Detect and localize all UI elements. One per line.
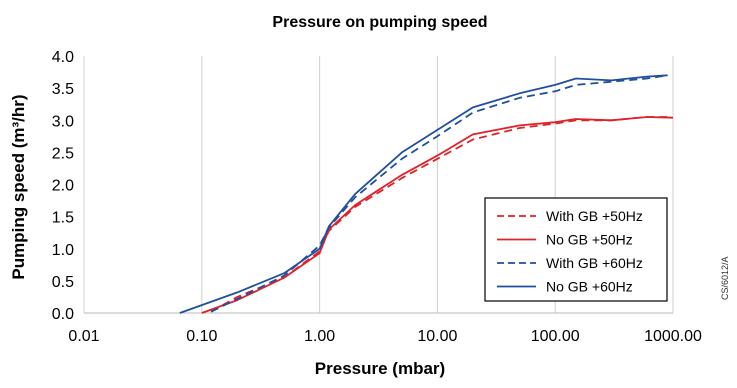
y-tick-label: 1.5 [52, 210, 74, 227]
y-axis-label: Pumping speed (m³/hr) [9, 94, 28, 279]
legend-label: No GB +60Hz [546, 279, 633, 295]
x-axis-label: Pressure (mbar) [315, 359, 445, 378]
x-tick-label: 0.10 [186, 328, 217, 345]
figure-code: CS/6012/A [720, 220, 730, 300]
x-tick-label: 10.00 [417, 328, 457, 345]
chart-title: Pressure on pumping speed [272, 14, 487, 31]
y-tick-label: 0.5 [52, 274, 74, 291]
y-tick-label: 4.0 [52, 49, 74, 66]
x-tick-label: 1000.00 [644, 328, 702, 345]
y-tick-label: 2.0 [52, 178, 74, 195]
x-tick-label: 0.01 [68, 328, 99, 345]
y-tick-label: 2.5 [52, 145, 74, 162]
x-tick-label: 100.00 [531, 328, 580, 345]
y-tick-label: 1.0 [52, 242, 74, 259]
y-tick-label: 3.0 [52, 113, 74, 130]
y-tick-label: 3.5 [52, 81, 74, 98]
y-tick-label: 0.0 [52, 306, 74, 323]
legend-label: With GB +50Hz [546, 208, 643, 224]
x-tick-label: 1.00 [304, 328, 335, 345]
legend-label: With GB +60Hz [546, 255, 643, 271]
legend: With GB +50Hz No GB +50Hz With GB +60Hz No … [485, 198, 667, 301]
legend-label: No GB +50Hz [546, 232, 633, 248]
